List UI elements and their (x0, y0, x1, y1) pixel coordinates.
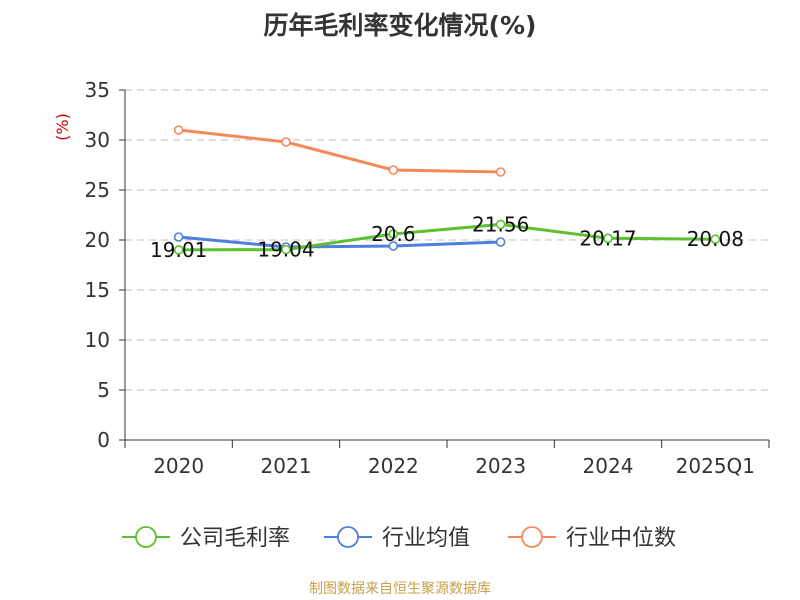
data-point (281, 244, 291, 255)
data-point (603, 233, 613, 244)
y-tick-label: 30 (85, 128, 110, 152)
series-line-0 (178, 222, 716, 252)
legend-label-1: 行业均值 (382, 526, 470, 551)
y-tick-label: 10 (85, 328, 110, 352)
series-lines (173, 125, 721, 255)
y-tick-label: 15 (85, 278, 110, 302)
data-point (495, 167, 506, 177)
data-point (710, 234, 721, 244)
legend-marker-0 (135, 526, 157, 548)
data-labels: 19.01 19.04 20.6 21.56 20.17 20.08 (150, 212, 744, 262)
series-line-2 (178, 128, 501, 174)
data-point (281, 137, 291, 147)
data-point (173, 125, 184, 135)
x-tick-label: 2022 (368, 454, 419, 478)
y-tick-label: 5 (97, 378, 110, 402)
data-point (388, 229, 399, 239)
data-source-note: 制图数据来自恒生聚源数据库 (309, 581, 491, 597)
data-label: 21.56 (472, 212, 529, 236)
data-point (388, 241, 399, 251)
data-label: 19.01 (150, 238, 207, 262)
data-point (495, 219, 506, 230)
data-label: 20.17 (579, 226, 636, 250)
data-label: 20.6 (371, 222, 416, 246)
legend-label-0: 公司毛利率 (180, 526, 290, 551)
axes: 0 5 10 15 20 25 30 35 2020 2021 2022 2023 2024 2025Q1… (53, 78, 770, 478)
y-axis-label: (%) (53, 113, 72, 141)
series-line-1 (178, 235, 501, 249)
data-point (388, 165, 399, 175)
data-point (173, 245, 184, 255)
y-tick-label: 20 (85, 228, 110, 252)
x-tick-label: 2020 (153, 454, 204, 478)
legend-marker-1 (337, 526, 359, 548)
data-point (173, 232, 184, 242)
data-point (495, 237, 506, 247)
legend[interactable]: 公司毛利率 行业均值 行业中位数 (122, 526, 676, 551)
data-label: 20.08 (687, 227, 744, 251)
chart-title: 历年毛利率变化情况(%) (263, 11, 537, 40)
x-tick-label: 2023 (475, 454, 526, 478)
y-tick-label: 25 (85, 178, 110, 202)
legend-marker-2 (521, 526, 543, 548)
x-tick-label: 2025Q1 (676, 454, 755, 478)
y-tick-label: 0 (97, 428, 110, 452)
data-label: 19.04 (257, 238, 314, 262)
x-tick-label: 2024 (583, 454, 634, 478)
x-tick-label: 2021 (261, 454, 312, 478)
legend-label-2: 行业中位数 (566, 526, 676, 551)
y-tick-label: 35 (85, 78, 110, 102)
